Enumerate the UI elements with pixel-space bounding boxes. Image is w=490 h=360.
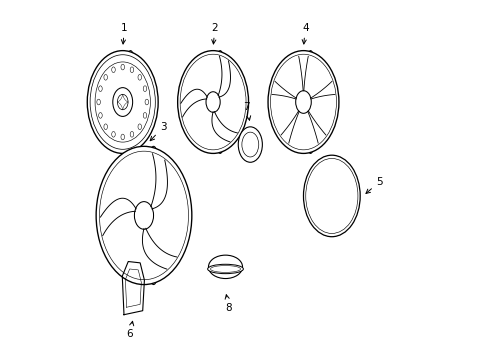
Ellipse shape xyxy=(208,255,243,279)
Ellipse shape xyxy=(144,146,163,284)
Ellipse shape xyxy=(113,87,133,116)
Ellipse shape xyxy=(206,92,220,112)
Text: 4: 4 xyxy=(302,23,309,44)
Text: 5: 5 xyxy=(366,177,383,193)
Ellipse shape xyxy=(178,51,248,153)
Ellipse shape xyxy=(213,51,227,153)
Ellipse shape xyxy=(208,264,244,274)
Ellipse shape xyxy=(295,91,311,113)
Ellipse shape xyxy=(238,127,262,162)
Ellipse shape xyxy=(96,146,192,284)
Ellipse shape xyxy=(303,155,360,237)
Text: 2: 2 xyxy=(212,23,218,44)
Text: 7: 7 xyxy=(244,102,251,120)
Ellipse shape xyxy=(134,202,153,229)
Ellipse shape xyxy=(87,51,158,153)
Ellipse shape xyxy=(268,51,339,153)
Ellipse shape xyxy=(122,51,138,153)
Ellipse shape xyxy=(303,51,318,153)
Text: 8: 8 xyxy=(225,295,232,312)
Text: 6: 6 xyxy=(126,321,134,339)
Text: 3: 3 xyxy=(150,122,167,141)
Text: 1: 1 xyxy=(121,23,128,44)
